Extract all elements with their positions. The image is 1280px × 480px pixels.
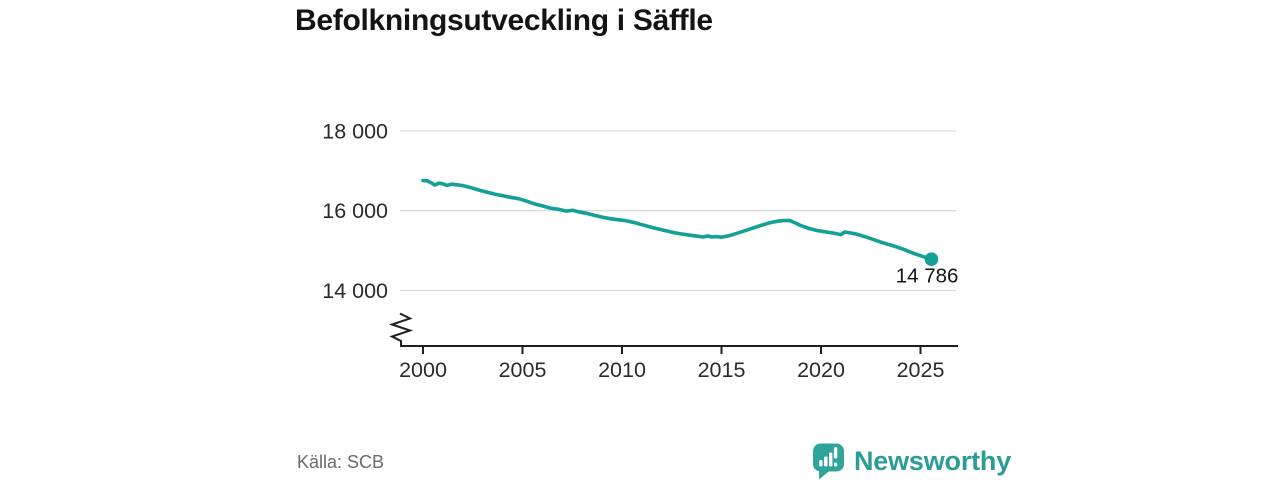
- axis-break-icon: [388, 312, 414, 347]
- x-tick-label: 2015: [698, 358, 746, 382]
- latest-value-label: 14 786: [896, 265, 959, 288]
- y-tick-label: 16 000: [322, 199, 388, 223]
- bar-chart-speech-bubble-icon: [813, 443, 844, 480]
- population-line: [421, 178, 934, 261]
- source-note: Källa: SCB: [297, 452, 385, 472]
- x-tick-label: 2010: [598, 358, 646, 382]
- y-tick-label: 14 000: [322, 279, 388, 303]
- x-tick-label: 2000: [399, 358, 447, 382]
- newsworthy-logo: Newsworthy: [810, 441, 1011, 480]
- x-tick-label: 2025: [897, 358, 945, 382]
- x-tick-label: 2020: [797, 358, 845, 382]
- chart-title: Befolkningsutveckling i Säffle: [295, 4, 713, 37]
- end-point-dot: [924, 252, 939, 266]
- y-tick-label: 18 000: [322, 119, 388, 143]
- newsworthy-wordmark: Newsworthy: [854, 445, 1012, 476]
- x-tick-label: 2005: [499, 358, 547, 382]
